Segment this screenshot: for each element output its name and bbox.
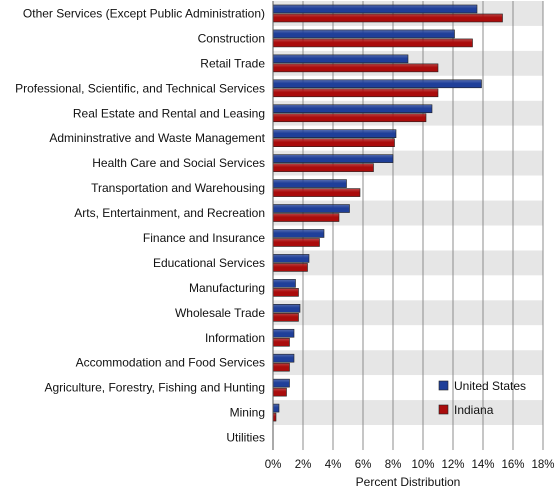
- legend-label: United States: [454, 379, 526, 393]
- category-label: Utilities: [226, 431, 265, 445]
- bar-united-states: [272, 279, 296, 288]
- bar-indiana: [272, 362, 290, 372]
- x-tick-label: 16%: [501, 459, 524, 471]
- bar-united-states: [272, 154, 394, 163]
- bar-indiana: [272, 113, 427, 123]
- bar-united-states: [272, 179, 347, 188]
- category-label: Health Care and Social Services: [92, 156, 265, 170]
- bar-indiana: [272, 238, 320, 247]
- bar-united-states: [272, 29, 455, 39]
- category-label: Information: [205, 331, 265, 345]
- category-label: Mining: [230, 406, 265, 420]
- bar-indiana: [272, 88, 439, 98]
- bar-indiana: [272, 288, 299, 297]
- bar-united-states: [272, 54, 409, 64]
- bars: [272, 4, 503, 422]
- x-tick-label: 14%: [471, 459, 494, 471]
- row-band: [273, 300, 543, 326]
- category-labels: Other Services (Except Public Administra…: [15, 6, 266, 444]
- bar-indiana: [272, 313, 299, 322]
- category-label: Agriculture, Forestry, Fishing and Hunti…: [44, 381, 265, 395]
- category-label: Accommodation and Food Services: [76, 356, 265, 370]
- bar-united-states: [272, 4, 478, 14]
- x-tick-label: 8%: [385, 459, 402, 471]
- grid-lines: [302, 1, 544, 450]
- x-tick-label: 4%: [325, 459, 342, 471]
- x-axis-title: Percent Distribution: [356, 475, 461, 489]
- bar-indiana: [272, 387, 287, 397]
- row-band: [273, 275, 543, 301]
- bar-indiana: [272, 213, 340, 222]
- category-label: Transportation and Warehousing: [91, 181, 265, 195]
- bar-united-states: [272, 304, 301, 313]
- bar-indiana: [272, 337, 290, 347]
- category-label: Educational Services: [153, 256, 265, 270]
- bar-united-states: [272, 129, 397, 138]
- x-tick-label: 18%: [531, 459, 554, 471]
- category-label: Admininstrative and Waste Management: [49, 131, 265, 145]
- category-label: Professional, Scientific, and Technical …: [15, 81, 265, 95]
- category-label: Wholesale Trade: [175, 306, 265, 320]
- bar-united-states: [272, 403, 280, 413]
- bar-united-states: [272, 254, 310, 263]
- row-band: [273, 425, 543, 450]
- bar-united-states: [272, 104, 433, 114]
- bar-indiana: [272, 188, 361, 197]
- row-band: [273, 350, 543, 376]
- legend: United States Indiana: [438, 379, 526, 417]
- legend-swatch: [438, 404, 449, 415]
- category-label: Retail Trade: [200, 56, 265, 70]
- bar-indiana: [272, 63, 439, 73]
- category-label: Real Estate and Rental and Leasing: [73, 106, 265, 120]
- bar-indiana: [272, 263, 308, 272]
- x-tick-label: 0%: [265, 459, 282, 471]
- x-tick-label: 12%: [441, 459, 464, 471]
- legend-label: Indiana: [454, 403, 494, 417]
- legend-swatch: [438, 380, 449, 391]
- category-label: Construction: [198, 31, 265, 45]
- row-band: [273, 400, 543, 426]
- bar-indiana: [272, 163, 374, 172]
- category-label: Finance and Insurance: [143, 231, 265, 245]
- bar-united-states: [272, 79, 482, 89]
- category-label: Arts, Entertainment, and Recreation: [74, 206, 265, 220]
- bar-united-states: [272, 353, 295, 363]
- bar-indiana: [272, 138, 395, 147]
- bar-united-states: [272, 328, 295, 338]
- tick-labels: 0% 2% 4% 6% 8% 10% 12% 14% 16% 18%: [265, 459, 555, 471]
- bar-united-states: [272, 229, 325, 238]
- bar-indiana: [272, 13, 503, 23]
- row-band: [273, 250, 543, 276]
- row-band: [273, 375, 543, 401]
- x-tick-label: 10%: [411, 459, 434, 471]
- x-tick-label: 6%: [355, 459, 372, 471]
- category-label: Manufacturing: [189, 281, 265, 295]
- bar-united-states: [272, 204, 350, 213]
- bar-indiana: [272, 38, 473, 48]
- bar-united-states: [272, 378, 290, 388]
- row-band: [273, 325, 543, 351]
- category-label: Other Services (Except Public Administra…: [23, 6, 265, 20]
- x-tick-label: 2%: [295, 459, 312, 471]
